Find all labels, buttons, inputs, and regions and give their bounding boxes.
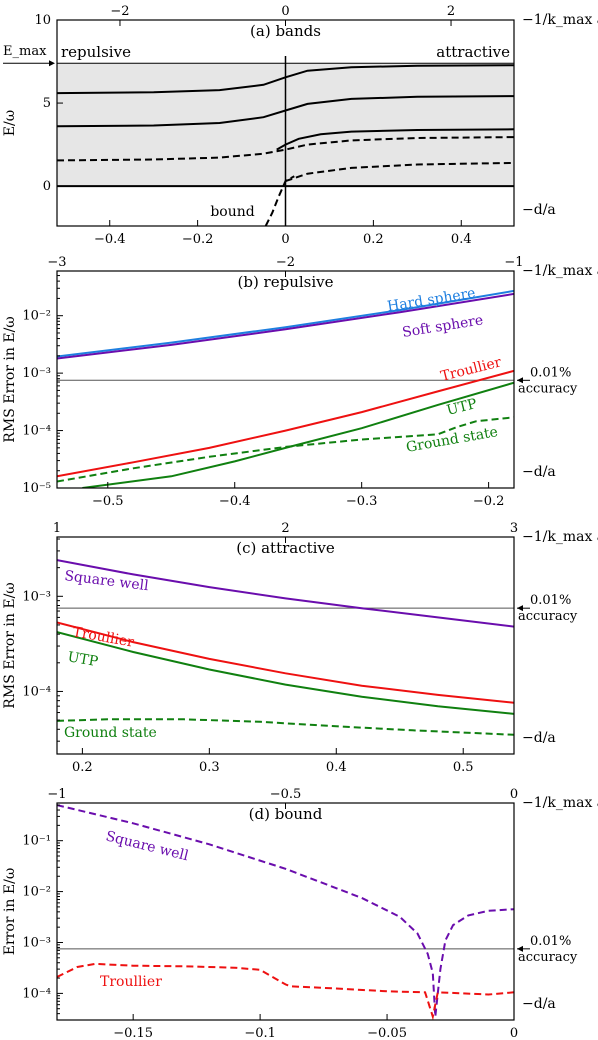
x-tick-label: 0.3 (199, 760, 220, 775)
bound-label: bound (210, 204, 254, 220)
series-line-ground-state (57, 416, 514, 483)
top-tick-label: −1 (47, 787, 66, 802)
emax-arrowhead (49, 60, 55, 67)
top-tick-label: −2 (110, 4, 129, 19)
top-tick-label: 0 (281, 4, 289, 19)
series-line-troullier (57, 369, 514, 478)
x-tick-label: 0.4 (326, 760, 347, 775)
series-line-troullier (57, 621, 514, 704)
series-line-soft-sphere (57, 292, 514, 360)
x-tick-label: 0 (281, 232, 289, 247)
top-axis-label: −1/k_max a (522, 263, 598, 279)
series-label: Square well (104, 828, 190, 864)
y-tick-label: 0 (43, 179, 51, 194)
panel-title: (a) bands (250, 22, 321, 40)
x-tick-label: −0.4 (219, 494, 251, 509)
top-tick-label: 3 (510, 521, 518, 536)
right-axis-label: −d/a (522, 996, 556, 1012)
panel-title: (b) repulsive (237, 273, 333, 291)
series-label: Troullier (100, 974, 162, 990)
series-label: UTP (66, 649, 99, 670)
accuracy-label: 0.01% (530, 934, 571, 949)
x-tick-label: −0.4 (94, 232, 126, 247)
top-tick-label: 0 (510, 787, 518, 802)
y-tick-label: 10⁻³ (22, 366, 51, 381)
series-line-troullier (57, 962, 514, 1020)
emax-label: E_max (3, 44, 47, 59)
series-line-curve-2 (57, 95, 514, 128)
repulsive-label: repulsive (61, 43, 131, 61)
series-line-curve-5 (285, 161, 514, 183)
y-tick-label: 10⁻² (22, 885, 51, 900)
series-label: Troullier (71, 624, 135, 651)
top-axis-label: −1/k_max a (522, 529, 598, 545)
x-tick-label: −0.3 (346, 494, 378, 509)
y-tick-label: 10⁻³ (22, 935, 51, 950)
series-label: Square well (64, 568, 150, 594)
series-label: Ground state (64, 725, 157, 741)
top-tick-label: 1 (53, 521, 61, 536)
top-tick-label: −1 (504, 255, 523, 270)
x-tick-label: −0.5 (92, 494, 124, 509)
x-tick-label: −0.05 (367, 1026, 407, 1040)
accuracy-label: 0.01% (530, 593, 571, 608)
series-line-square-well (57, 804, 514, 1017)
right-axis-label: −d/a (522, 730, 556, 746)
accuracy-label: 0.01% (530, 365, 571, 380)
panel-title: (c) attractive (236, 539, 335, 557)
y-axis-label: RMS Error in E/ω (2, 316, 18, 442)
series-label: UTP (445, 396, 479, 419)
y-tick-label: 10⁻⁴ (22, 986, 51, 1001)
y-tick-label: 10⁻¹ (22, 834, 51, 849)
panel-title: (d) bound (249, 805, 323, 823)
y-axis-label: RMS Error in E/ω (2, 582, 18, 708)
top-tick-label: 2 (447, 4, 455, 19)
y-tick-label: 10⁻⁴ (22, 684, 51, 699)
right-axis-label: −d/a (522, 202, 556, 218)
x-tick-label: 0.2 (72, 760, 93, 775)
top-axis-label: −1/k_max a (522, 12, 598, 28)
x-tick-label: −0.15 (113, 1026, 153, 1040)
x-tick-label: 0.2 (363, 232, 384, 247)
y-tick-label: 10⁻⁴ (22, 424, 51, 439)
accuracy-arrowhead (517, 377, 523, 384)
y-tick-label: 10⁻³ (22, 589, 51, 604)
y-axis-label: Error in E/ω (2, 868, 18, 955)
y-tick-label: 10⁻⁵ (22, 481, 51, 496)
top-tick-label: −3 (47, 255, 66, 270)
y-tick-label: 5 (43, 96, 51, 111)
top-tick-label: −2 (276, 255, 295, 270)
x-tick-label: 0 (510, 1026, 518, 1040)
attractive-label: attractive (436, 43, 510, 61)
top-axis-label: −1/k_max a (522, 795, 598, 811)
series-label: Soft sphere (401, 312, 484, 341)
series-line-ground-state (57, 718, 514, 736)
y-tick-label: 10 (34, 13, 51, 28)
accuracy-label: accuracy (518, 609, 578, 624)
x-tick-label: −0.2 (182, 232, 214, 247)
x-tick-label: 0.4 (451, 232, 472, 247)
series-line-utp (57, 631, 514, 715)
series-line-square-well (57, 559, 514, 628)
accuracy-label: accuracy (518, 950, 578, 965)
series-line-curve-3 (276, 128, 514, 151)
accuracy-arrowhead (517, 945, 523, 952)
series-line-curve-1 (57, 64, 514, 95)
top-tick-label: 2 (281, 521, 289, 536)
top-tick-label: −0.5 (270, 787, 302, 802)
y-tick-label: 10⁻² (22, 309, 51, 324)
accuracy-arrowhead (517, 605, 523, 612)
x-tick-label: 0.5 (453, 760, 474, 775)
series-label: Hard sphere (386, 285, 476, 315)
y-axis-label: E/ω (2, 110, 18, 136)
x-tick-label: −0.2 (473, 494, 505, 509)
x-tick-label: −0.1 (244, 1026, 276, 1040)
series-line-hard-sphere (57, 289, 514, 358)
accuracy-label: accuracy (518, 381, 578, 396)
right-axis-label: −d/a (522, 464, 556, 480)
